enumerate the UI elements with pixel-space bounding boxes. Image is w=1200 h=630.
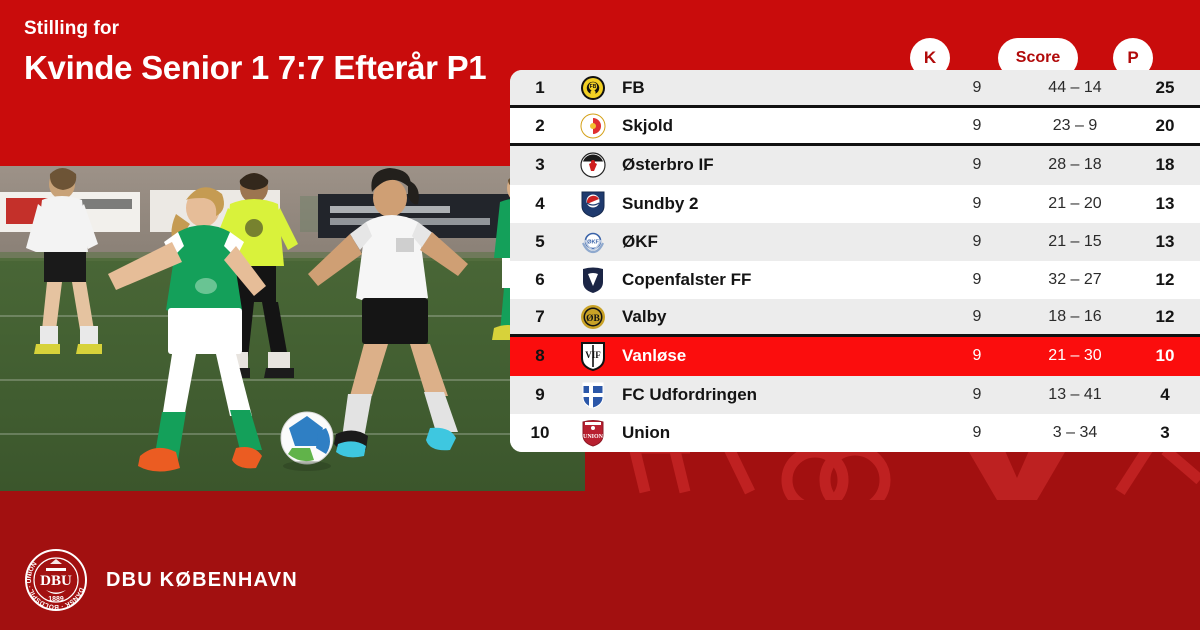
table-row[interactable]: 1 FB FB 9 44 – 14 25	[510, 70, 1200, 109]
row-team-name: Østerbro IF	[622, 155, 714, 175]
row-team-name: ØKF	[622, 231, 658, 251]
row-matches: 9	[972, 156, 982, 174]
row-score: 44 – 14	[1048, 78, 1102, 96]
vanlose-logo: VIF	[570, 341, 616, 372]
table-row[interactable]: 9 FC Udfordringen 9 13 – 41 4	[510, 375, 1200, 414]
copenfalster-logo	[570, 266, 616, 294]
okf-logo: ØKF	[570, 229, 616, 255]
row-matches: 9	[972, 347, 982, 365]
row-score: 32 – 27	[1048, 271, 1102, 289]
table-row[interactable]: 2 Skjold 9 23 – 9 20	[510, 108, 1200, 147]
union-logo: UNION	[570, 419, 616, 447]
row-rank: 7	[535, 306, 545, 326]
row-score: 21 – 20	[1048, 194, 1102, 212]
header-block: Stilling for Kvinde Senior 1 7:7 Efterår…	[24, 18, 494, 88]
row-points: 20	[1155, 115, 1175, 135]
svg-text:DBU: DBU	[40, 573, 72, 589]
row-team-name: FB	[622, 77, 645, 97]
table-row[interactable]: 7 ØB Valby 9 18 – 16 12	[510, 299, 1200, 338]
row-rank: 4	[535, 193, 545, 213]
page-title: Kvinde Senior 1 7:7 Efterår P1	[24, 48, 487, 86]
row-score: 21 – 30	[1048, 347, 1102, 365]
row-points: 13	[1155, 193, 1175, 213]
standings-table: 1 FB FB 9 44 – 14 25 2 Skjold 9 23 – 9 20 3 Østerbro…	[510, 70, 1200, 452]
row-team-name: Copenfalster FF	[622, 270, 752, 290]
row-rank: 6	[535, 270, 545, 290]
row-matches: 9	[972, 116, 982, 134]
row-points: 12	[1155, 270, 1175, 290]
svg-text:1889: 1889	[48, 596, 64, 603]
row-matches: 9	[972, 78, 982, 96]
row-team-name: Vanløse	[622, 346, 687, 366]
row-team-name: Union	[622, 422, 671, 442]
row-points: 3	[1160, 422, 1170, 442]
row-rank: 10	[530, 422, 550, 442]
row-rank: 3	[535, 155, 545, 175]
footer-brand: DANSK · BOLDSPIL · UNION DBU 1889 DBU KØ…	[24, 548, 298, 612]
row-points: 18	[1155, 155, 1175, 175]
row-score: 21 – 15	[1048, 232, 1102, 250]
row-matches: 9	[972, 232, 982, 250]
row-points: 13	[1155, 231, 1175, 251]
row-rank: 8	[535, 346, 545, 366]
table-row[interactable]: 10 UNION Union 9 3 – 34 3	[510, 413, 1200, 452]
row-rank: 1	[535, 77, 545, 97]
row-matches: 9	[972, 194, 982, 212]
row-points: 10	[1155, 346, 1175, 366]
row-matches: 9	[972, 307, 982, 325]
fc-udfordringen-logo	[570, 381, 616, 409]
sundby-logo	[570, 190, 616, 218]
header-kicker: Stilling for	[24, 18, 120, 39]
osterbro-if-logo	[570, 152, 616, 179]
row-matches: 9	[972, 385, 982, 403]
row-score: 13 – 41	[1048, 385, 1102, 403]
svg-text:ØB: ØB	[586, 314, 600, 324]
row-team-name: FC Udfordringen	[622, 384, 758, 404]
row-score: 3 – 34	[1052, 423, 1098, 441]
valby-logo: ØB	[570, 304, 616, 330]
svg-text:FB: FB	[590, 84, 597, 90]
table-row[interactable]: 3 Østerbro IF 9 28 – 18 18	[510, 146, 1200, 185]
fb-logo: FB	[570, 75, 616, 101]
table-row[interactable]: 4 Sundby 2 9 21 – 20 13	[510, 184, 1200, 223]
table-row[interactable]: 6 Copenfalster FF 9 32 – 27 12	[510, 260, 1200, 300]
svg-text:UNION: UNION	[583, 434, 604, 440]
row-points: 25	[1155, 77, 1175, 97]
row-team-name: Sundby 2	[622, 193, 699, 213]
row-score: 28 – 18	[1048, 156, 1102, 174]
row-rank: 9	[535, 384, 545, 404]
row-points: 12	[1155, 306, 1175, 326]
row-matches: 9	[972, 271, 982, 289]
row-rank: 2	[535, 115, 545, 135]
row-matches: 9	[972, 423, 982, 441]
table-row[interactable]: 5 ØKF ØKF 9 21 – 15 13	[510, 222, 1200, 261]
svg-text:VIF: VIF	[585, 350, 601, 360]
row-score: 23 – 9	[1052, 116, 1098, 134]
row-team-name: Valby	[622, 306, 667, 326]
match-photo	[0, 166, 585, 491]
svg-text:ØKF: ØKF	[587, 239, 599, 245]
row-team-name: Skjold	[622, 115, 674, 135]
dbu-logo-icon: DANSK · BOLDSPIL · UNION DBU 1889	[24, 548, 88, 612]
footer-org-name: DBU KØBENHAVN	[106, 568, 298, 591]
skjold-logo	[570, 113, 616, 139]
row-points: 4	[1160, 384, 1170, 404]
table-row[interactable]: 8 VIF Vanløse 9 21 – 30 10	[510, 337, 1200, 376]
row-rank: 5	[535, 231, 545, 251]
row-score: 18 – 16	[1048, 307, 1102, 325]
